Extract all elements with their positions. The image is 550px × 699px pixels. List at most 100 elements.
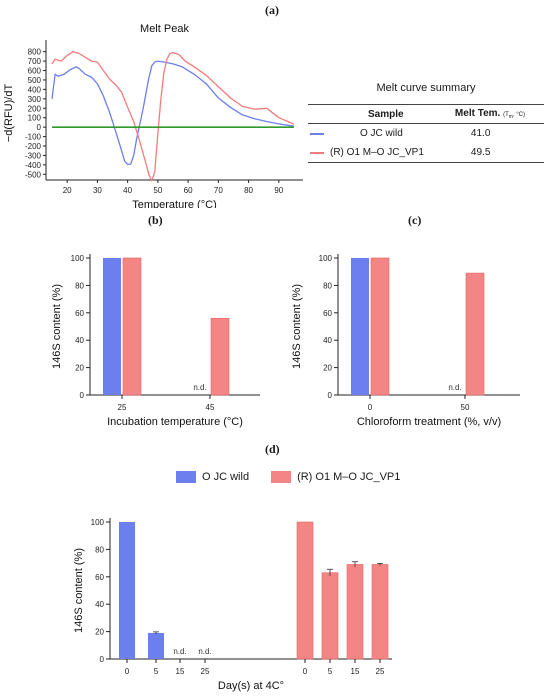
- incubation-temperature-chart: 0 20 40 60 80 100 146S content (%) Incubation t…: [51, 254, 260, 428]
- x-axis-title: Day(s) at 4C°: [218, 680, 284, 692]
- y-tick-label: 800: [28, 48, 42, 57]
- y-axis-title: −d(RFU)/dT: [3, 84, 15, 143]
- x-tick-label: 50: [461, 403, 470, 412]
- summary-col-temp: Melt Tem. (Tm, °C): [452, 103, 544, 125]
- bar-mutant-0: [370, 257, 390, 396]
- legend-item-wild: O JC wild: [176, 471, 249, 483]
- y-tick-label: 40: [75, 336, 84, 345]
- x-tick-label: 0: [303, 667, 308, 676]
- x-tick-label: 25: [201, 667, 210, 676]
- y-tick-label: 400: [28, 85, 42, 94]
- nd-label-wild: n.d.: [173, 647, 186, 656]
- summary-temp-mutant: 49.5: [452, 143, 544, 164]
- bar-mutant-50: [465, 272, 485, 396]
- y-tick-label: 20: [323, 364, 332, 373]
- x-tick-label: 25: [118, 403, 127, 412]
- x-tick-label: 0: [368, 403, 373, 412]
- table-row: O JC wild 41.0: [308, 124, 544, 144]
- bar-wild-0: [351, 258, 369, 395]
- x-tick-label: 0: [125, 667, 130, 676]
- chart-title: Melt Peak: [140, 23, 189, 35]
- y-tick-label: 0: [80, 391, 85, 400]
- bar-wild-25: [103, 258, 121, 395]
- nd-label-wild: n.d.: [198, 647, 211, 656]
- y-tick-label: 40: [95, 600, 104, 609]
- chart-d-legend: O JC wild (R) O1 M–O JC_VP1: [176, 471, 400, 483]
- y-tick-label: -400: [25, 161, 42, 170]
- x-tick-label: 70: [214, 186, 223, 195]
- x-axis-title: Temperature (°C): [132, 199, 216, 208]
- bar-mutant-15: [346, 564, 364, 660]
- summary-sample-mutant: (R) O1 M–O JC_VP1: [308, 143, 453, 164]
- y-tick-label: 600: [28, 67, 42, 76]
- y-tick-label: 60: [95, 573, 104, 582]
- x-tick-label: 15: [176, 667, 185, 676]
- melt-peak-chart: Melt Peak-500-400-300-200-10001002003004…: [3, 23, 303, 208]
- x-tick-label: 20: [63, 186, 72, 195]
- panel-label-b: (b): [148, 213, 163, 227]
- summary-title: Melt curve summary: [376, 82, 476, 94]
- y-tick-label: 700: [28, 57, 42, 66]
- series-line-mutant: [51, 51, 295, 182]
- y-tick-label: 40: [323, 336, 332, 345]
- y-tick-label: 60: [75, 309, 84, 318]
- y-axis-title: 146S content (%): [51, 284, 63, 369]
- x-tick-label: 30: [93, 186, 102, 195]
- panel-label-a: (a): [265, 3, 279, 17]
- y-tick-label: 80: [75, 281, 84, 290]
- y-tick-label: 80: [323, 281, 332, 290]
- y-tick-label: 200: [28, 104, 42, 113]
- chloroform-treatment-chart: 0 20 40 60 80 100 146S content (%) Chloroform t…: [291, 254, 520, 428]
- summary-table: Sample Melt Tem. (Tm, °C) O JC wild 41.0…: [308, 103, 544, 164]
- legend-swatch-mutant: [271, 471, 292, 483]
- x-tick-label: 5: [154, 667, 159, 676]
- bar-wild-5: [148, 632, 164, 659]
- y-tick-label: 80: [95, 545, 104, 554]
- y-tick-label: -500: [25, 170, 42, 179]
- y-tick-label: 500: [28, 76, 42, 85]
- x-tick-label: 80: [244, 186, 253, 195]
- nd-label-wild: n.d.: [448, 383, 461, 392]
- x-tick-label: 60: [184, 186, 193, 195]
- x-tick-label: 90: [274, 186, 283, 195]
- y-tick-label: 100: [91, 518, 105, 527]
- nd-label-wild: n.d.: [193, 383, 206, 392]
- summary-col-sample: Sample: [308, 103, 453, 125]
- panel-label-d: (d): [265, 442, 280, 456]
- wild-line-swatch: [310, 132, 324, 135]
- summary-sample-wild: O JC wild: [308, 124, 453, 144]
- x-axis-title: Incubation temperature (°C): [107, 416, 243, 428]
- table-row: (R) O1 M–O JC_VP1 49.5: [308, 143, 544, 164]
- x-tick-label: 15: [351, 667, 360, 676]
- x-tick-label: 5: [328, 667, 333, 676]
- y-axis-title: 146S content (%): [291, 284, 303, 369]
- y-tick-label: 20: [95, 628, 104, 637]
- storage-days-chart: 0 20 40 60 80 100 146S content (%) Day(s) at 4C…: [73, 518, 392, 692]
- y-tick-label: 100: [28, 114, 42, 123]
- y-tick-label: 0: [328, 391, 333, 400]
- y-tick-label: -300: [25, 151, 42, 160]
- legend-swatch-wild: [176, 471, 196, 483]
- y-axis-title: 146S content (%): [73, 548, 85, 633]
- x-tick-label: 40: [123, 186, 132, 195]
- y-tick-label: 0: [37, 123, 42, 132]
- x-tick-label: 45: [206, 403, 215, 412]
- y-tick-label: 100: [319, 254, 333, 263]
- y-tick-label: 60: [323, 309, 332, 318]
- legend-item-mutant: (R) O1 M–O JC_VP1: [271, 471, 400, 483]
- melt-curve-summary: Melt curve summary Sample Melt Tem. (Tm,…: [308, 82, 544, 164]
- mutant-line-swatch: [310, 151, 324, 154]
- y-tick-label: 0: [100, 655, 105, 664]
- y-tick-label: 100: [71, 254, 85, 263]
- x-tick-label: 50: [153, 186, 162, 195]
- bar-mutant-25: [122, 257, 142, 396]
- series-line-wild: [51, 60, 294, 166]
- y-tick-label: -200: [25, 142, 42, 151]
- bar-mutant-45: [210, 317, 230, 396]
- bar-mutant-0: [296, 521, 314, 660]
- bar-mutant-25: [371, 564, 389, 660]
- bar-wild-0: [119, 522, 135, 659]
- x-tick-label: 25: [376, 667, 385, 676]
- y-tick-label: -100: [25, 133, 42, 142]
- y-tick-label: 20: [75, 364, 84, 373]
